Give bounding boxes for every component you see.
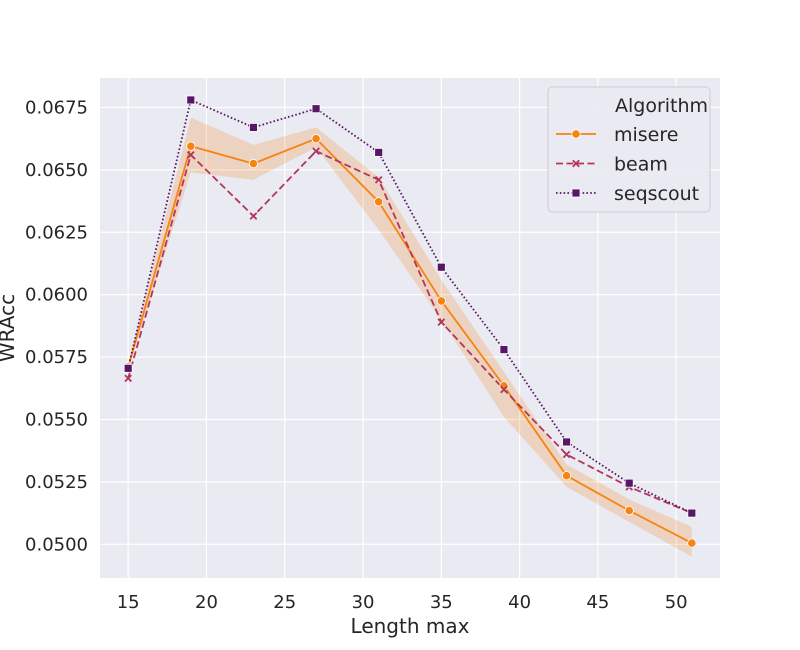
y-tick-label: 0.0550 (25, 409, 88, 430)
misere-point (311, 134, 321, 144)
beam-point (186, 151, 195, 159)
misere-point (436, 296, 446, 306)
x-tick-label: 30 (352, 592, 375, 613)
y-axis-label: WRAcc (0, 294, 19, 362)
beam-point (562, 450, 571, 459)
seqscout-point (436, 262, 446, 272)
misere-point (561, 471, 572, 481)
beam-point (249, 212, 258, 220)
x-tick-labels: 15 20 25 30 35 40 45 50 (117, 592, 688, 613)
x-tick-label: 50 (665, 592, 688, 613)
legend-seqscout-label: seqscout (614, 183, 699, 205)
legend-seqscout-marker (571, 188, 581, 198)
x-tick-label: 40 (508, 592, 531, 613)
legend-misere-marker (571, 129, 581, 139)
misere-confidence-band (128, 117, 692, 557)
seqscout-point (499, 345, 509, 354)
beam-point (374, 176, 383, 184)
series-lines (127, 98, 693, 544)
legend-misere-label: misere (614, 124, 678, 146)
beam-point (500, 385, 508, 394)
beam-point (437, 318, 446, 326)
beam-line (127, 150, 693, 514)
seqscout-point (562, 437, 571, 447)
misere-point (687, 538, 697, 548)
x-tick-label: 35 (430, 592, 453, 613)
beam-point (312, 147, 320, 155)
x-tick-label: 20 (195, 592, 218, 613)
y-tick-label: 0.0675 (25, 97, 88, 118)
y-tick-label: 0.0500 (25, 534, 88, 555)
x-axis-label: Length max (351, 614, 470, 638)
x-tick-label: 15 (117, 592, 140, 613)
y-tick-label: 0.0650 (25, 160, 88, 181)
y-tick-label: 0.0600 (25, 285, 88, 306)
series-markers (123, 95, 697, 548)
seqscout-point (624, 478, 634, 488)
misere-point (248, 159, 259, 169)
y-tick-label: 0.0625 (25, 222, 88, 243)
seqscout-line (127, 98, 693, 514)
legend-beam-label: beam (614, 154, 668, 176)
legend: Algorithm misere beam seqscout (547, 86, 711, 213)
misere-point (186, 141, 196, 151)
confidence-bands (128, 117, 692, 557)
y-tick-label: 0.0575 (25, 347, 88, 368)
legend-box (547, 86, 711, 213)
seqscout-point (374, 147, 384, 157)
y-tick-labels: 0.0500 0.0525 0.0550 0.0575 0.0600 0.0625 0.06… (25, 97, 88, 555)
y-tick-label: 0.0525 (25, 472, 88, 493)
seqscout-point (687, 508, 697, 518)
misere-point (374, 197, 384, 207)
seqscout-point (249, 123, 258, 132)
beam-point (124, 374, 133, 383)
legend-title: Algorithm (615, 95, 708, 117)
seqscout-point (311, 104, 321, 114)
misere-point (624, 506, 634, 516)
seqscout-point (123, 363, 133, 373)
x-tick-label: 25 (273, 592, 296, 613)
x-tick-label: 45 (586, 592, 609, 613)
legend-beam-marker (572, 159, 580, 168)
seqscout-point (186, 95, 196, 105)
